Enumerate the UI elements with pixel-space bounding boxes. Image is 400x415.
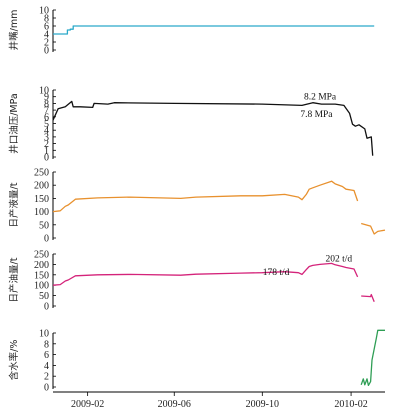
y-tick-label-2-4: 4 bbox=[44, 126, 49, 137]
y-tick-label-4-0: 0 bbox=[44, 302, 49, 313]
annotation-2-1: 7.8 MPa bbox=[300, 110, 333, 120]
y-tick-label-2-5: 5 bbox=[44, 119, 49, 130]
annotation-2-0: 8.2 MPa bbox=[304, 92, 337, 102]
y-tick-label-5-1: 2 bbox=[44, 372, 49, 383]
y-axis-label-2: 井口油压/MPa bbox=[8, 93, 20, 154]
y-tick-label-3-3: 150 bbox=[34, 194, 49, 205]
y-tick-label-4-3: 150 bbox=[34, 270, 49, 281]
x-tick-label-1: 2009-06 bbox=[158, 399, 191, 410]
annotation-4-1: 178 t/d bbox=[263, 268, 290, 278]
y-tick-label-5-2: 4 bbox=[44, 361, 49, 372]
y-axis-label-5: 含水率/% bbox=[8, 340, 20, 381]
y-tick-label-1-1: 2 bbox=[44, 38, 49, 49]
y-tick-label-5-0: 0 bbox=[44, 383, 49, 394]
y-tick-label-2-2: 2 bbox=[44, 139, 49, 150]
y-tick-label-2-0: 0 bbox=[44, 153, 49, 164]
y-axis-label-4: 日产油量/t bbox=[8, 257, 20, 302]
y-tick-label-2-10: 10 bbox=[39, 86, 49, 97]
y-tick-label-2-1: 1 bbox=[44, 146, 49, 157]
y-tick-label-4-5: 250 bbox=[34, 250, 49, 261]
y-tick-label-1-5: 10 bbox=[39, 6, 49, 17]
series-line-3-1 bbox=[361, 222, 386, 235]
y-tick-label-3-5: 250 bbox=[34, 168, 49, 179]
y-tick-label-5-4: 8 bbox=[44, 339, 49, 350]
y-tick-label-2-8: 8 bbox=[44, 99, 49, 110]
y-tick-label-3-4: 200 bbox=[34, 181, 49, 192]
annotation-4-0: 202 t/d bbox=[325, 254, 352, 264]
y-tick-label-3-1: 50 bbox=[39, 220, 49, 231]
y-tick-label-2-7: 7 bbox=[44, 106, 49, 117]
series-line-1-0 bbox=[53, 25, 375, 35]
series-line-2-0 bbox=[52, 100, 374, 156]
y-tick-label-3-2: 100 bbox=[34, 207, 49, 218]
y-tick-label-2-9: 9 bbox=[44, 92, 49, 103]
y-tick-label-1-0: 0 bbox=[44, 46, 49, 57]
y-axis-label-3: 日产液量/t bbox=[8, 182, 20, 227]
y-tick-label-2-3: 3 bbox=[44, 132, 49, 143]
x-tick-label-2: 2009-10 bbox=[246, 399, 279, 410]
y-tick-label-4-4: 200 bbox=[34, 260, 49, 271]
x-tick-label-0: 2009-02 bbox=[71, 399, 104, 410]
y-tick-label-1-2: 4 bbox=[44, 30, 49, 41]
series-line-4-1 bbox=[361, 293, 375, 303]
y-tick-label-2-6: 6 bbox=[44, 112, 49, 123]
x-tick-label-3: 2010-02 bbox=[334, 399, 367, 410]
y-tick-label-5-5: 10 bbox=[39, 329, 49, 340]
y-tick-label-4-2: 100 bbox=[34, 281, 49, 292]
y-axis-label-1: 井嘴/mm bbox=[8, 10, 20, 51]
series-line-5-0 bbox=[360, 329, 385, 387]
y-tick-label-1-4: 8 bbox=[44, 14, 49, 25]
y-tick-label-3-0: 0 bbox=[44, 234, 49, 245]
y-tick-label-5-3: 6 bbox=[44, 350, 49, 361]
y-tick-label-4-1: 50 bbox=[39, 291, 49, 302]
series-line-3-0 bbox=[52, 180, 359, 213]
y-tick-label-1-3: 6 bbox=[44, 22, 49, 33]
series-line-4-0 bbox=[52, 262, 359, 286]
